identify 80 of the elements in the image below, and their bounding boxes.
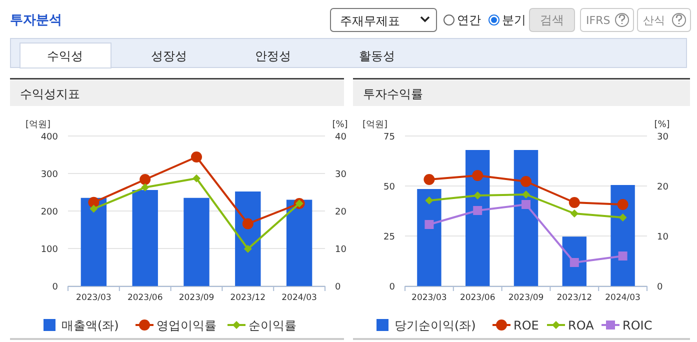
legend-label: 순이익률 (248, 318, 296, 332)
point (522, 200, 530, 209)
y2-tick-label: 0 (657, 282, 663, 292)
y2-tick-label: 40 (335, 132, 347, 142)
text: 연간 (457, 13, 481, 27)
text: IFRS (586, 14, 610, 27)
point (618, 214, 627, 222)
point (570, 258, 579, 267)
point (472, 170, 484, 181)
x-tick-label: 2023/09 (178, 293, 214, 303)
x-tick-label: 2023/03 (76, 293, 112, 303)
legend-label: ROA (568, 318, 595, 332)
y2-tick-label: 20 (335, 208, 347, 218)
point (568, 197, 580, 208)
y2-tick-label: 30 (657, 132, 669, 142)
text: 분기 (502, 13, 526, 27)
y-tick-label: 100 (40, 245, 58, 255)
point (424, 220, 434, 229)
bar (514, 150, 538, 286)
chart-title: 투자수익률 (363, 87, 423, 101)
y-tick-label: 300 (40, 170, 58, 180)
point (141, 183, 150, 192)
point (520, 176, 532, 187)
point (192, 174, 200, 182)
y-tick-label: 400 (40, 132, 58, 142)
x-tick-label: 2023/03 (412, 293, 447, 303)
y-tick-label: 50 (384, 182, 396, 192)
y-tick-label: 200 (40, 208, 58, 218)
legend-label: 매출액(좌) (62, 318, 119, 332)
point (242, 218, 254, 230)
x-tick-label: 2023/12 (556, 293, 592, 303)
x-tick-label: 2024/03 (605, 293, 640, 303)
chart-title: 수익성지표 (20, 87, 80, 101)
dropdown-field: 주재무제표 (330, 8, 437, 32)
y2-tick-label: 20 (657, 182, 669, 192)
point (140, 174, 151, 185)
point (473, 206, 482, 215)
y-axis-title: [억원] (362, 120, 388, 130)
text: 산식 (643, 14, 665, 27)
bar (417, 189, 442, 286)
legend-label: ROIC (622, 318, 652, 332)
point (90, 204, 98, 213)
y-tick-label: 75 (384, 132, 395, 142)
y2-tick-label: 10 (335, 245, 347, 255)
point (618, 252, 628, 260)
bar (132, 190, 158, 286)
y2-axis-title: [%] (332, 120, 348, 130)
text: 투자분석 (10, 13, 62, 28)
text: 검색 (540, 13, 564, 27)
bar (80, 198, 107, 286)
legend-label: ROE (514, 318, 539, 332)
y2-tick-label: 30 (335, 170, 347, 180)
point (191, 152, 202, 162)
bar (286, 200, 312, 286)
y-tick-label: 0 (389, 282, 396, 292)
y2-axis-title: [%] (654, 120, 670, 130)
x-tick-label: 2023/06 (460, 293, 496, 303)
x-tick-label: 2023/09 (508, 293, 544, 303)
text: 수익성 (47, 49, 83, 63)
y-tick-label: 0 (52, 282, 58, 292)
y2-tick-label: 10 (657, 232, 669, 242)
y2-tick-label: 0 (335, 282, 341, 292)
bar (184, 198, 210, 286)
legend-label: 영업이익률 (156, 318, 216, 332)
y-axis-title: [억원] (25, 120, 51, 130)
y-tick-label: 25 (384, 232, 395, 242)
point (244, 244, 252, 253)
x-tick-label: 2023/06 (127, 293, 163, 303)
point (425, 196, 434, 204)
point (617, 199, 628, 210)
x-tick-label: 2023/12 (230, 293, 266, 303)
point (474, 192, 482, 200)
x-tick-label: 2024/03 (282, 293, 317, 303)
text: 성장성 (151, 49, 187, 63)
legend-label: 당기순이익(좌) (394, 318, 476, 332)
point (522, 190, 530, 198)
text: 안정성 (255, 49, 291, 63)
point (424, 174, 435, 185)
point (570, 210, 578, 218)
text: 활동성 (359, 49, 395, 63)
